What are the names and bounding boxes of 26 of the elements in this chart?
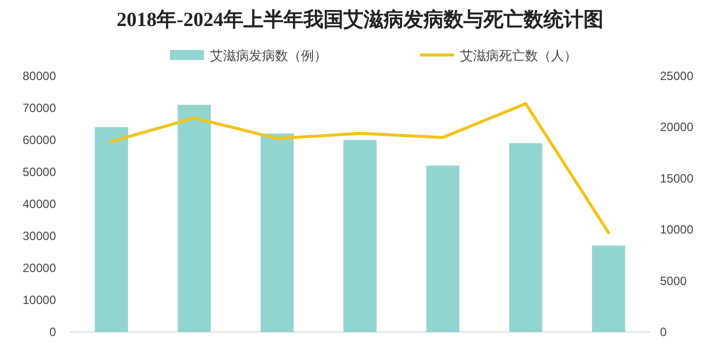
- bar: [592, 246, 626, 332]
- y-tick-label: 30000: [22, 229, 56, 243]
- line-series: [110, 102, 610, 234]
- y-tick-label: 10000: [22, 293, 56, 307]
- y2-tick-label: 5000: [660, 274, 688, 288]
- y-tick-label: 80000: [22, 69, 56, 83]
- bar: [94, 127, 128, 332]
- y2-tick-label: 10000: [660, 222, 694, 237]
- bar: [343, 140, 377, 332]
- y-tick-label: 70000: [22, 101, 56, 115]
- y2-tick-label: 0: [660, 325, 667, 339]
- legend-label: 艾滋病发病数（例）: [210, 48, 327, 63]
- y2-tick-label: 15000: [660, 171, 694, 186]
- bar: [178, 104, 211, 332]
- legend-label: 艾滋病死亡数（人）: [460, 48, 577, 63]
- bar: [260, 134, 294, 332]
- bar: [426, 166, 460, 332]
- chart-title: 2018年-2024年上半年我国艾滋病发病数与死亡数统计图: [116, 8, 604, 31]
- y-tick-label: 20000: [22, 261, 56, 275]
- y2-tick-label: 25000: [660, 69, 694, 83]
- y-tick-label: 60000: [22, 133, 56, 147]
- y-tick-label: 40000: [22, 197, 56, 211]
- y-tick-label: 50000: [22, 165, 56, 179]
- y-tick-label: 0: [49, 325, 56, 339]
- bar: [509, 143, 542, 332]
- y2-tick-label: 20000: [660, 120, 694, 134]
